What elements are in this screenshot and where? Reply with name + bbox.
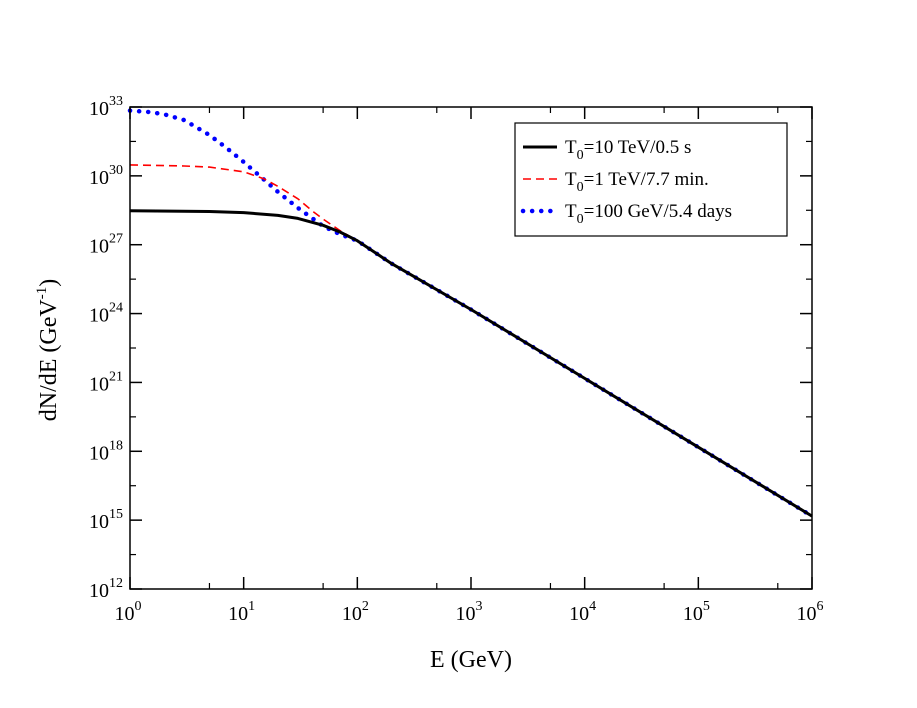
x-tick-label-base: 10 bbox=[797, 603, 817, 625]
legend-label-subscript: 0 bbox=[577, 180, 584, 195]
x-tick-label: 101 bbox=[228, 599, 255, 625]
legend-label-subscript: 0 bbox=[577, 212, 584, 227]
series-layer bbox=[127, 108, 815, 519]
y-tick-label: 1033 bbox=[89, 94, 123, 120]
x-tick-label-exponent: 0 bbox=[135, 599, 142, 614]
x-tick-label-base: 10 bbox=[115, 603, 135, 625]
tick-layer bbox=[129, 106, 813, 590]
y-axis-title: dN/dE (GeV-1) bbox=[34, 279, 62, 421]
x-tick-label-exponent: 5 bbox=[703, 599, 710, 614]
y-tick-label-base: 10 bbox=[89, 442, 109, 464]
x-tick-label-base: 10 bbox=[342, 603, 362, 625]
legend-label-subscript: 0 bbox=[577, 148, 584, 163]
x-tick-label-exponent: 2 bbox=[362, 599, 369, 614]
y-tick-label-exponent: 27 bbox=[109, 232, 123, 247]
legend-label-prefix: T bbox=[565, 201, 577, 222]
legend-label: T0=10 TeV/0.5 s bbox=[565, 137, 691, 163]
legend-label-prefix: T bbox=[565, 137, 577, 158]
y-tick-label-base: 10 bbox=[89, 98, 109, 120]
x-tick-label-base: 10 bbox=[683, 603, 703, 625]
y-tick-label-base: 10 bbox=[89, 167, 109, 189]
series-line-solid bbox=[129, 209, 813, 518]
tick-label-layer: 100 101 102 103 104 105 1061012101510181021102… bbox=[89, 94, 824, 625]
x-tick-label-base: 10 bbox=[228, 603, 248, 625]
y-tick-label: 1030 bbox=[89, 163, 123, 189]
y-tick-label-base: 10 bbox=[89, 373, 109, 395]
legend-box bbox=[514, 122, 788, 237]
y-axis-title-main: dN/dE (GeV bbox=[36, 299, 62, 422]
x-tick-label-base: 10 bbox=[569, 603, 589, 625]
y-tick-label-exponent: 15 bbox=[109, 507, 123, 522]
y-tick-label-base: 10 bbox=[89, 236, 109, 258]
x-tick-label: 102 bbox=[342, 599, 369, 625]
y-tick-label-exponent: 24 bbox=[109, 301, 123, 316]
x-tick-label-base: 10 bbox=[456, 603, 476, 625]
legend: T0=10 TeV/0.5 sT0=1 TeV/7.7 min.T0=100 G… bbox=[514, 122, 788, 237]
y-tick-label: 1015 bbox=[89, 507, 123, 533]
legend-items: T0=10 TeV/0.5 sT0=1 TeV/7.7 min.T0=100 G… bbox=[520, 137, 732, 227]
x-tick-label-exponent: 3 bbox=[476, 599, 483, 614]
y-tick-label: 1027 bbox=[89, 232, 123, 258]
y-tick-label-exponent: 12 bbox=[109, 576, 123, 591]
legend-label-text: =100 GeV/5.4 days bbox=[584, 201, 732, 222]
x-tick-label: 106 bbox=[797, 599, 824, 625]
y-tick-label-exponent: 33 bbox=[109, 94, 123, 109]
legend-label: T0=1 TeV/7.7 min. bbox=[565, 169, 709, 195]
legend-label-prefix: T bbox=[565, 169, 577, 190]
x-tick-label: 105 bbox=[683, 599, 710, 625]
y-tick-label-base: 10 bbox=[89, 580, 109, 602]
x-tick-label-exponent: 6 bbox=[817, 599, 824, 614]
y-tick-label: 1012 bbox=[89, 576, 123, 602]
y-tick-label: 1018 bbox=[89, 438, 123, 464]
x-tick-label: 100 bbox=[115, 599, 142, 625]
x-tick-label-exponent: 1 bbox=[248, 599, 255, 614]
legend-label-text: =10 TeV/0.5 s bbox=[584, 137, 692, 158]
y-tick-label-exponent: 30 bbox=[109, 163, 123, 178]
x-tick-label: 103 bbox=[456, 599, 483, 625]
legend-label-text: =1 TeV/7.7 min. bbox=[584, 169, 709, 190]
y-tick-label-exponent: 21 bbox=[109, 369, 123, 384]
y-axis-title-close: ) bbox=[36, 279, 62, 287]
legend-label: T0=100 GeV/5.4 days bbox=[565, 201, 732, 227]
y-tick-label: 1021 bbox=[89, 369, 123, 395]
y-tick-label-base: 10 bbox=[89, 511, 109, 533]
y-tick-label-exponent: 18 bbox=[109, 438, 123, 453]
y-tick-label-base: 10 bbox=[89, 305, 109, 327]
x-tick-label: 104 bbox=[569, 599, 596, 625]
x-tick-label-exponent: 4 bbox=[589, 599, 596, 614]
y-tick-label: 1024 bbox=[89, 301, 123, 327]
y-axis-title-exponent: -1 bbox=[34, 287, 50, 300]
x-axis-title: E (GeV) bbox=[430, 647, 512, 673]
